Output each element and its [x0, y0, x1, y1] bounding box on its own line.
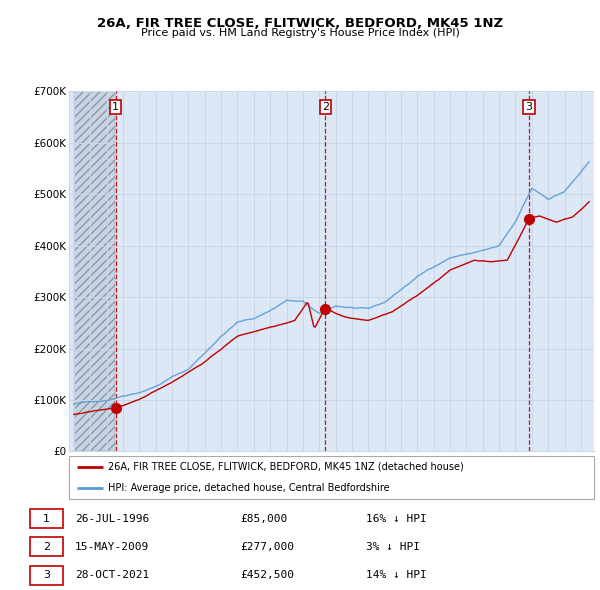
Text: 2: 2 [322, 102, 329, 112]
Text: 14% ↓ HPI: 14% ↓ HPI [366, 571, 427, 580]
Text: 28-OCT-2021: 28-OCT-2021 [75, 571, 149, 580]
Text: 3: 3 [526, 102, 533, 112]
Text: HPI: Average price, detached house, Central Bedfordshire: HPI: Average price, detached house, Cent… [109, 483, 390, 493]
Text: 3% ↓ HPI: 3% ↓ HPI [366, 542, 420, 552]
Text: 2: 2 [43, 542, 50, 552]
Text: 1: 1 [43, 514, 50, 523]
FancyBboxPatch shape [69, 456, 594, 499]
Text: £277,000: £277,000 [240, 542, 294, 552]
Text: 1: 1 [112, 102, 119, 112]
Text: 26A, FIR TREE CLOSE, FLITWICK, BEDFORD, MK45 1NZ: 26A, FIR TREE CLOSE, FLITWICK, BEDFORD, … [97, 17, 503, 30]
Text: £85,000: £85,000 [240, 514, 287, 523]
Text: £452,500: £452,500 [240, 571, 294, 580]
Text: Price paid vs. HM Land Registry's House Price Index (HPI): Price paid vs. HM Land Registry's House … [140, 28, 460, 38]
Text: 26A, FIR TREE CLOSE, FLITWICK, BEDFORD, MK45 1NZ (detached house): 26A, FIR TREE CLOSE, FLITWICK, BEDFORD, … [109, 462, 464, 471]
Text: 26-JUL-1996: 26-JUL-1996 [75, 514, 149, 523]
Text: 15-MAY-2009: 15-MAY-2009 [75, 542, 149, 552]
Text: 3: 3 [43, 571, 50, 580]
Text: 16% ↓ HPI: 16% ↓ HPI [366, 514, 427, 523]
